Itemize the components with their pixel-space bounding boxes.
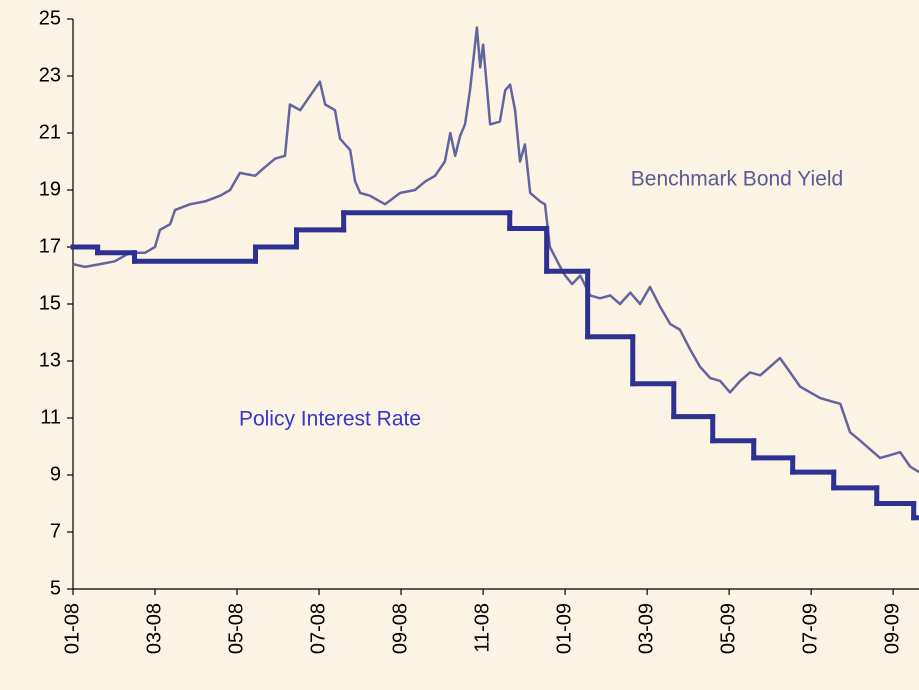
y-tick-label: 9: [50, 463, 61, 485]
x-tick-label: 07-08: [307, 603, 329, 654]
y-tick-label: 7: [50, 520, 61, 542]
y-tick-label: 15: [39, 292, 61, 314]
series-label: Policy Interest Rate: [239, 408, 421, 431]
y-tick-label: 25: [39, 7, 61, 29]
y-tick-label: 23: [39, 64, 61, 86]
x-tick-label: 05-08: [225, 603, 247, 654]
x-tick-label: 09-09: [881, 603, 903, 654]
y-tick-label: 11: [40, 406, 61, 428]
x-tick-label: 09-08: [389, 603, 411, 654]
x-tick-label: 03-08: [143, 603, 165, 654]
x-tick-label: 03-09: [635, 603, 657, 654]
y-tick-label: 21: [39, 121, 61, 143]
y-tick-label: 5: [50, 577, 61, 599]
y-tick-label: 13: [39, 349, 61, 371]
line: [72, 26, 919, 474]
x-tick-label: 01-09: [553, 603, 575, 654]
y-tick-label: 17: [39, 235, 61, 257]
x-tick-label: 05-09: [717, 603, 739, 654]
series-label: Benchmark Bond Yield: [631, 168, 843, 191]
x-tick-label: 07-09: [799, 603, 821, 654]
x-tick-label: 01-08: [61, 603, 83, 654]
x-tick-label: 11-08: [471, 603, 493, 653]
y-tick-label: 19: [39, 178, 61, 200]
